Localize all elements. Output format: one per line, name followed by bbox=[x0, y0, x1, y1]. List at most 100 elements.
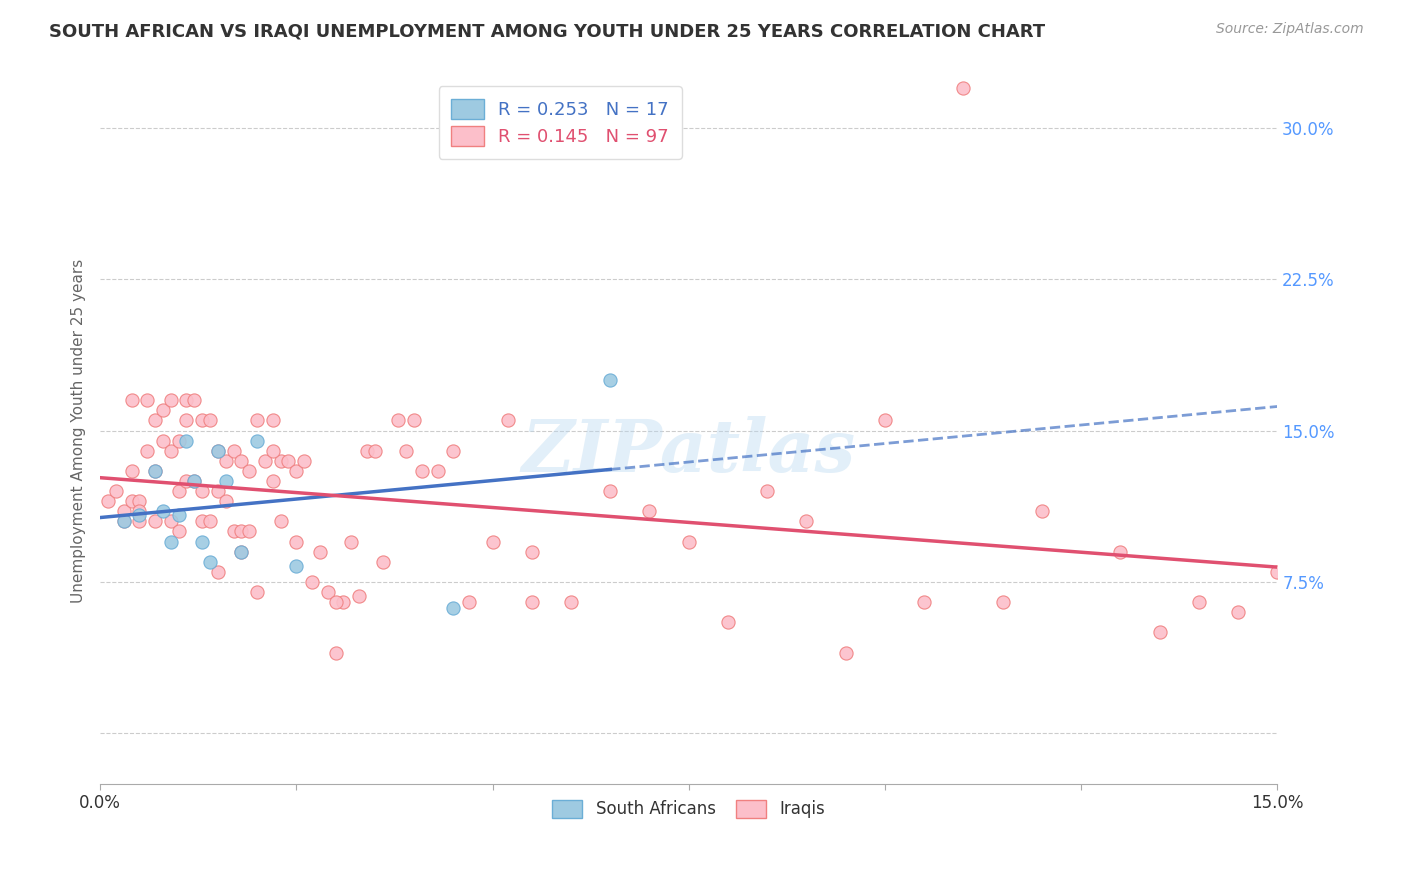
Point bbox=[270, 454, 292, 468]
Point bbox=[183, 474, 205, 488]
Point bbox=[496, 413, 519, 427]
Point bbox=[395, 443, 418, 458]
Point bbox=[207, 443, 229, 458]
Point bbox=[198, 555, 221, 569]
Y-axis label: Unemployment Among Youth under 25 years: Unemployment Among Youth under 25 years bbox=[72, 259, 86, 603]
Point bbox=[246, 413, 269, 427]
Point bbox=[371, 555, 394, 569]
Point bbox=[143, 464, 166, 478]
Point bbox=[159, 443, 181, 458]
Point bbox=[347, 589, 370, 603]
Point bbox=[1149, 625, 1171, 640]
Point bbox=[176, 434, 198, 448]
Point bbox=[356, 443, 378, 458]
Point bbox=[222, 524, 245, 539]
Point bbox=[183, 393, 205, 408]
Point bbox=[912, 595, 935, 609]
Point bbox=[128, 515, 150, 529]
Point bbox=[292, 454, 315, 468]
Point bbox=[222, 443, 245, 458]
Point bbox=[231, 524, 253, 539]
Point bbox=[231, 544, 253, 558]
Point bbox=[340, 534, 363, 549]
Point bbox=[796, 515, 818, 529]
Point bbox=[387, 413, 409, 427]
Point bbox=[231, 544, 253, 558]
Point bbox=[128, 494, 150, 508]
Point bbox=[402, 413, 425, 427]
Point bbox=[167, 524, 190, 539]
Point bbox=[560, 595, 582, 609]
Point bbox=[207, 484, 229, 499]
Point bbox=[481, 534, 503, 549]
Point bbox=[262, 413, 284, 427]
Point bbox=[191, 484, 214, 499]
Point bbox=[520, 544, 543, 558]
Point bbox=[638, 504, 661, 518]
Point bbox=[262, 443, 284, 458]
Point bbox=[97, 494, 120, 508]
Point bbox=[364, 443, 387, 458]
Point bbox=[215, 454, 238, 468]
Point bbox=[520, 595, 543, 609]
Point bbox=[1265, 565, 1288, 579]
Point bbox=[207, 443, 229, 458]
Point bbox=[873, 413, 896, 427]
Point bbox=[128, 508, 150, 523]
Text: SOUTH AFRICAN VS IRAQI UNEMPLOYMENT AMONG YOUTH UNDER 25 YEARS CORRELATION CHART: SOUTH AFRICAN VS IRAQI UNEMPLOYMENT AMON… bbox=[49, 22, 1045, 40]
Point bbox=[167, 508, 190, 523]
Point bbox=[678, 534, 700, 549]
Point bbox=[121, 393, 143, 408]
Point bbox=[143, 515, 166, 529]
Point bbox=[152, 434, 174, 448]
Point bbox=[301, 574, 323, 589]
Point bbox=[325, 646, 347, 660]
Point bbox=[183, 474, 205, 488]
Legend: South Africans, Iraqis: South Africans, Iraqis bbox=[546, 793, 831, 825]
Point bbox=[441, 601, 464, 615]
Point bbox=[262, 474, 284, 488]
Point bbox=[198, 413, 221, 427]
Point bbox=[253, 454, 276, 468]
Point bbox=[756, 484, 779, 499]
Point bbox=[1227, 605, 1250, 619]
Point bbox=[112, 515, 135, 529]
Point bbox=[104, 484, 127, 499]
Point bbox=[121, 464, 143, 478]
Point bbox=[316, 585, 339, 599]
Point bbox=[270, 515, 292, 529]
Point bbox=[143, 464, 166, 478]
Point bbox=[167, 484, 190, 499]
Point bbox=[191, 413, 214, 427]
Point bbox=[246, 434, 269, 448]
Point bbox=[285, 464, 308, 478]
Point bbox=[238, 464, 260, 478]
Point bbox=[176, 413, 198, 427]
Point bbox=[277, 454, 299, 468]
Point bbox=[152, 504, 174, 518]
Point bbox=[308, 544, 330, 558]
Point bbox=[167, 434, 190, 448]
Text: ZIPatlas: ZIPatlas bbox=[522, 417, 856, 487]
Point bbox=[159, 534, 181, 549]
Point bbox=[191, 515, 214, 529]
Point bbox=[176, 393, 198, 408]
Point bbox=[143, 413, 166, 427]
Point bbox=[332, 595, 354, 609]
Point bbox=[441, 443, 464, 458]
Point bbox=[207, 565, 229, 579]
Point bbox=[285, 534, 308, 549]
Point bbox=[599, 373, 621, 387]
Point bbox=[1188, 595, 1211, 609]
Point bbox=[112, 515, 135, 529]
Text: Source: ZipAtlas.com: Source: ZipAtlas.com bbox=[1216, 22, 1364, 37]
Point bbox=[198, 515, 221, 529]
Point bbox=[136, 443, 159, 458]
Point bbox=[325, 595, 347, 609]
Point bbox=[112, 504, 135, 518]
Point bbox=[152, 403, 174, 417]
Point bbox=[191, 534, 214, 549]
Point bbox=[599, 484, 621, 499]
Point bbox=[1109, 544, 1132, 558]
Point bbox=[215, 494, 238, 508]
